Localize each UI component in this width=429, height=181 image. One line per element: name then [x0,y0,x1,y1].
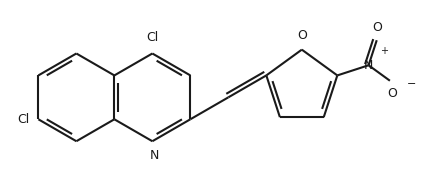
Text: −: − [406,79,416,89]
Text: O: O [388,87,398,100]
Text: Cl: Cl [146,31,158,44]
Text: N: N [364,59,373,72]
Text: N: N [149,150,159,163]
Text: O: O [372,21,382,34]
Text: Cl: Cl [17,113,29,126]
Text: O: O [297,29,307,42]
Text: +: + [380,46,387,56]
